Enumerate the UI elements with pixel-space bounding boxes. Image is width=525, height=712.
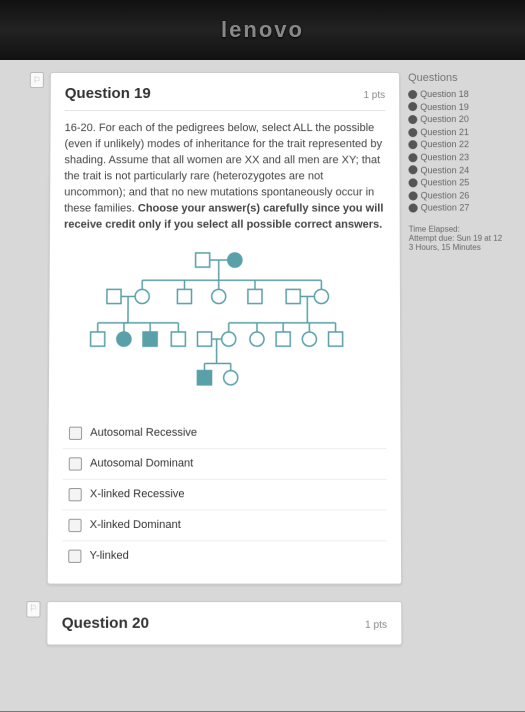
timer-label: Time Elapsed: [409,225,519,234]
sidebar-item-label: Question 27 [421,202,470,215]
question-points: 1 pts [363,90,385,101]
answer-option[interactable]: X-linked Dominant [62,509,386,540]
status-dot-icon [409,178,418,187]
question-card-20: Question 20 1 pts [46,601,402,645]
sidebar-item-label: Question 24 [420,164,469,177]
sidebar-title: Questions [408,72,517,84]
sidebar-item[interactable]: Question 27 [409,202,519,215]
sidebar-item[interactable]: Question 21 [408,126,517,139]
sidebar-item-label: Question 21 [420,126,469,139]
sidebar-item[interactable]: Question 20 [408,113,517,126]
sidebar-item-label: Question 26 [421,189,470,202]
question-title: Question 20 [62,614,149,632]
checkbox-icon[interactable] [69,457,82,470]
sidebar-item-label: Question 19 [420,101,469,114]
checkbox-icon[interactable] [69,426,82,439]
sidebar-item-label: Question 22 [420,139,469,152]
status-dot-icon [408,90,417,99]
sidebar-item[interactable]: Question 23 [408,151,517,164]
status-dot-icon [409,204,418,213]
laptop-bezel-brand: lenovo [0,0,525,60]
answer-option[interactable]: X-linked Recessive [62,478,386,509]
sidebar-item[interactable]: Question 25 [408,176,517,189]
status-dot-icon [408,102,417,111]
question-body: 16-20. For each of the pedigrees below, … [64,121,386,233]
sidebar-item[interactable]: Question 26 [409,189,519,202]
checkbox-icon[interactable] [68,518,81,531]
answer-option[interactable]: Autosomal Recessive [63,418,387,448]
sidebar-item[interactable]: Question 18 [408,88,517,101]
sidebar-item[interactable]: Question 22 [408,139,517,152]
checkbox-icon[interactable] [69,488,82,501]
timer-value: 3 Hours, 15 Minutes [409,243,519,252]
question-text: 16-20. For each of the pedigrees below, … [64,122,382,214]
question-title: Question 19 [65,85,151,102]
sidebar-item-label: Question 20 [420,113,469,126]
status-dot-icon [408,128,417,137]
checkbox-icon[interactable] [68,549,81,562]
flag-icon[interactable]: ⚐ [30,72,44,88]
question-card-19: Question 19 1 pts 16-20. For each of the… [47,72,402,584]
questions-sidebar: Questions Question 18Question 19Question… [408,72,521,662]
sidebar-item[interactable]: Question 19 [408,101,517,114]
sidebar-item-label: Question 23 [420,151,469,164]
answer-label: Y-linked [90,550,129,562]
sidebar-item-label: Question 25 [421,176,470,189]
answer-label: X-linked Dominant [90,519,181,531]
answer-label: Autosomal Dominant [90,457,193,469]
status-dot-icon [408,115,417,124]
sidebar-item[interactable]: Question 24 [408,164,517,177]
answer-label: X-linked Recessive [90,488,185,500]
answer-label: Autosomal Recessive [90,427,197,439]
sidebar-item-label: Question 18 [420,88,469,101]
flag-icon[interactable]: ⚐ [26,601,40,618]
status-dot-icon [408,166,417,175]
status-dot-icon [408,153,417,162]
pedigree-diagram [83,247,366,399]
timer-sub: Attempt due: Sun 19 at 12 [409,234,519,243]
status-dot-icon [408,140,417,149]
status-dot-icon [409,191,418,200]
question-points: 1 pts [365,619,387,630]
answer-options: Autosomal Recessive Autosomal Dominant X-l… [62,418,387,571]
screen-area: ⚐ Question 19 1 pts 16-20. For each of t… [0,60,525,712]
answer-option[interactable]: Y-linked [62,540,387,571]
answer-option[interactable]: Autosomal Dominant [63,448,387,479]
